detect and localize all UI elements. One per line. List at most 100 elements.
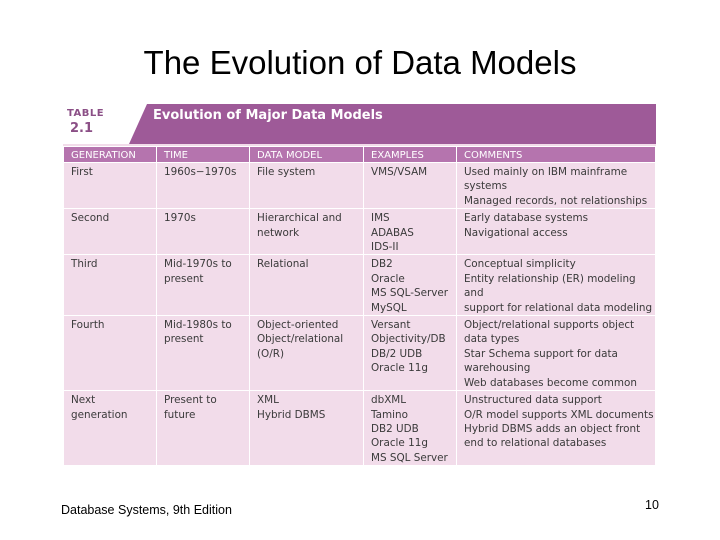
cell-line: generation: [71, 408, 128, 421]
cell-line: Objectivity/DB: [371, 333, 446, 346]
data-model-cell: Relational: [249, 254, 364, 317]
page-number: 10: [645, 498, 659, 512]
cell-line: network: [257, 226, 300, 239]
cell-line: Used mainly on IBM mainframe: [464, 166, 628, 178]
cell-line: Early database systems: [464, 212, 588, 225]
cell-line: Mid-1980s to: [164, 319, 232, 332]
cell-line: MySQL: [371, 301, 407, 314]
cell-line: Third: [71, 258, 98, 271]
header-data-model: DATA MODEL: [249, 146, 364, 163]
table-row: Fourth Mid-1980s to present Object-oriented…: [63, 315, 656, 392]
data-model-cell: XML Hybrid DBMS: [249, 390, 364, 467]
header-generation: GENERATION: [63, 146, 157, 163]
table-caption-banner: Evolution of Major Data Models: [129, 104, 656, 144]
cell-line: Web databases become common: [464, 376, 637, 389]
cell-line: present: [164, 333, 204, 346]
cell-line: XML: [257, 394, 279, 407]
cell-line: Conceptual simplicity: [464, 258, 576, 271]
cell-line: IMS: [371, 212, 390, 225]
models-table: GENERATION TIME DATA MODEL EXAMPLES COMM…: [63, 146, 656, 467]
cell-line: VMS/VSAM: [371, 166, 428, 178]
header-time: TIME: [156, 146, 250, 163]
table-label-tab: TABLE 2.1: [63, 104, 129, 144]
cell-line: First: [71, 166, 93, 178]
generation-cell: Fourth: [63, 315, 157, 392]
cell-line: Second: [71, 212, 110, 225]
slide-title: The Evolution of Data Models: [143, 44, 577, 81]
cell-line: File system: [257, 166, 316, 178]
cell-line: Hybrid DBMS: [257, 408, 326, 421]
data-model-cell: Object-oriented Object/relational (O/R): [249, 315, 364, 392]
comments-cell: Conceptual simplicity Entity relationship…: [456, 254, 656, 317]
table-row: Third Mid-1970s to present Relational DB2 Ora…: [63, 254, 656, 317]
cell-line: DB2 UDB: [371, 422, 419, 435]
cell-line: Oracle 11g: [371, 362, 428, 375]
cell-line: Object/relational supports object: [464, 319, 635, 332]
cell-line: 1970s: [164, 212, 196, 225]
cell-line: future: [164, 408, 196, 421]
cell-line: Navigational access: [464, 226, 568, 239]
cell-line: DB/2 UDB: [371, 347, 423, 360]
table-row: First 1960s−1970s File system VMS/VSAM Used …: [63, 161, 656, 210]
time-cell: Present to future: [156, 390, 250, 467]
table-row: Next generation Present to future XML Hybrid …: [63, 390, 656, 467]
comments-cell: Object/relational supports object data ty…: [456, 315, 656, 392]
cell-line: IDS-II: [371, 241, 399, 254]
time-cell: Mid-1980s to present: [156, 315, 250, 392]
header-comments: COMMENTS: [456, 146, 656, 163]
table-label: TABLE: [67, 108, 105, 119]
cell-line: DB2: [371, 258, 393, 271]
cell-line: MS SQL-Server: [371, 287, 449, 300]
table-caption: Evolution of Major Data Models: [153, 108, 383, 123]
cell-line: Next: [71, 394, 96, 407]
header-examples: EXAMPLES: [363, 146, 457, 163]
cell-line: support for relational data modeling: [464, 301, 653, 314]
cell-line: (O/R): [257, 347, 285, 360]
cell-line: Unstructured data support: [464, 394, 602, 407]
table-number: 2.1: [70, 121, 94, 136]
cell-line: Present to: [164, 394, 217, 407]
cell-line: MS SQL Server: [371, 451, 448, 464]
comments-cell: Used mainly on IBM mainframe systems Manag…: [456, 161, 656, 210]
cell-line: Relational: [257, 258, 309, 271]
data-model-cell: File system: [249, 161, 364, 210]
table-body: First 1960s−1970s File system VMS/VSAM Used …: [63, 161, 656, 467]
comments-cell: Unstructured data support O/R model suppo…: [456, 390, 656, 467]
footer-text: Database Systems, 9th Edition: [61, 503, 232, 517]
examples-cell: DB2 Oracle MS SQL-Server MySQL: [363, 254, 457, 317]
cell-line: systems: [464, 180, 507, 193]
data-models-table-figure: TABLE 2.1 Evolution of Major Data Models…: [63, 104, 656, 467]
comments-cell: Early database systems Navigational acces…: [456, 208, 656, 256]
cell-line: 1960s−1970s: [164, 166, 237, 178]
examples-cell: IMS ADABAS IDS-II: [363, 208, 457, 256]
cell-line: Object-oriented: [257, 319, 339, 332]
cell-line: end to relational databases: [464, 437, 607, 450]
cell-line: Oracle 11g: [371, 437, 428, 450]
table-header-row: GENERATION TIME DATA MODEL EXAMPLES COMM…: [63, 146, 656, 163]
cell-line: Hierarchical and: [257, 212, 342, 225]
generation-cell: Second: [63, 208, 157, 256]
cell-line: Versant: [371, 319, 411, 332]
cell-line: Mid-1970s to: [164, 258, 232, 271]
generation-cell: Next generation: [63, 390, 157, 467]
examples-cell: VMS/VSAM: [363, 161, 457, 210]
time-cell: Mid-1970s to present: [156, 254, 250, 317]
examples-cell: dbXML Tamino DB2 UDB Oracle 11g MS SQL Serve…: [363, 390, 457, 467]
cell-line: Oracle: [371, 272, 405, 285]
time-cell: 1970s: [156, 208, 250, 256]
cell-line: Entity relationship (ER) modeling and: [464, 272, 636, 300]
generation-cell: Third: [63, 254, 157, 317]
cell-line: Managed records, not relationships: [464, 194, 648, 207]
generation-cell: First: [63, 161, 157, 210]
cell-line: Hybrid DBMS adds an object front: [464, 422, 641, 435]
cell-line: Tamino: [371, 408, 408, 421]
data-model-cell: Hierarchical and network: [249, 208, 364, 256]
cell-line: ADABAS: [371, 226, 414, 239]
cell-line: O/R model supports XML documents: [464, 408, 654, 421]
cell-line: present: [164, 272, 204, 285]
banner-notch: [129, 104, 147, 144]
examples-cell: Versant Objectivity/DB DB/2 UDB Oracle 11g: [363, 315, 457, 392]
cell-line: dbXML: [371, 394, 407, 407]
table-row: Second 1970s Hierarchical and network IMS ADA…: [63, 208, 656, 256]
time-cell: 1960s−1970s: [156, 161, 250, 210]
